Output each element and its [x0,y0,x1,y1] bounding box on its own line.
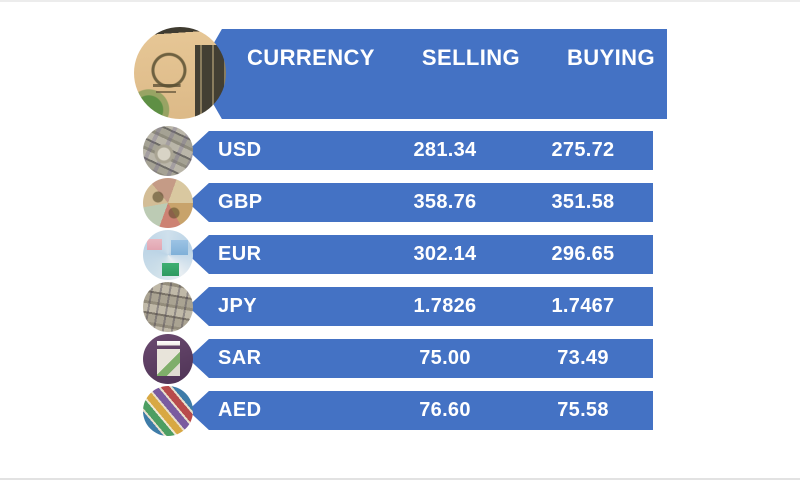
aed-banknotes-image [143,386,193,436]
rate-row-sar: SAR 75.00 73.49 [0,334,800,384]
gbp-banknotes-image [143,178,193,228]
buying-value: 1.7467 [551,295,615,317]
buying-value: 75.58 [557,399,609,421]
currency-code: AED [218,399,262,421]
currency-code: SAR [218,347,262,369]
currency-code: JPY [218,295,258,317]
selling-value: 75.00 [419,347,471,369]
slide-top-border [0,0,800,2]
rate-bar [188,287,653,326]
usd-banknotes-image [143,126,193,176]
buying-value: 351.58 [551,191,615,213]
rate-row-gbp: GBP 358.76 351.58 [0,178,800,228]
rate-bar [188,391,653,430]
rate-bar [188,235,653,274]
rate-row-eur: EUR 302.14 296.65 [0,230,800,280]
jpy-banknotes-image [143,282,193,332]
slide-bottom-border [0,478,800,480]
rate-bar [188,339,653,378]
bank-building-image [134,27,226,119]
selling-value: 302.14 [413,243,477,265]
buying-value: 275.72 [551,139,615,161]
selling-value: 1.7826 [413,295,477,317]
selling-value: 281.34 [413,139,477,161]
rate-row-usd: USD 281.34 275.72 [0,126,800,176]
column-header-currency: CURRENCY [247,45,375,70]
rate-row-aed: AED 76.60 75.58 [0,386,800,436]
column-header-buying: BUYING [567,45,655,70]
rate-row-jpy: JPY 1.7826 1.7467 [0,282,800,332]
header-banner [196,29,667,119]
buying-value: 296.65 [551,243,615,265]
table-header: CURRENCY SELLING BUYING [0,27,800,119]
column-header-selling: SELLING [421,45,521,70]
rate-bar [188,131,653,170]
eur-banknotes-image [143,230,193,280]
buying-value: 73.49 [557,347,609,369]
currency-code: USD [218,139,262,161]
selling-value: 358.76 [413,191,477,213]
currency-code: EUR [218,243,262,265]
currency-code: GBP [218,191,263,213]
sar-banknotes-image [143,334,193,384]
selling-value: 76.60 [419,399,471,421]
rate-bar [188,183,653,222]
